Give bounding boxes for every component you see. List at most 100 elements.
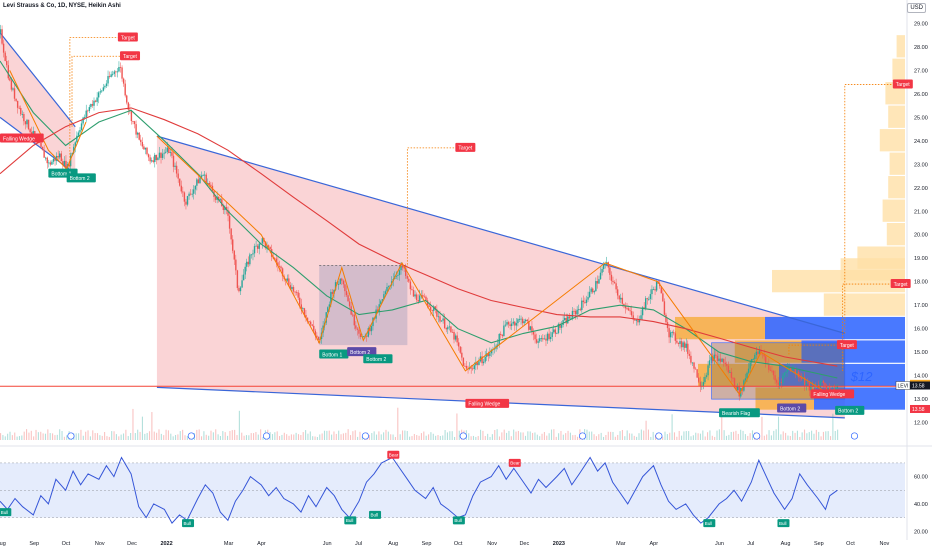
candle-body <box>592 288 594 293</box>
volume-bar <box>179 431 181 440</box>
candle-body <box>434 306 437 310</box>
volume-bar <box>333 431 335 440</box>
candle-body <box>405 268 407 276</box>
candle-body <box>525 319 527 322</box>
volume-bar <box>186 435 188 440</box>
currency-button[interactable]: USD <box>907 3 926 13</box>
candle-body <box>800 377 803 380</box>
candle-body <box>138 132 140 140</box>
candle-body <box>150 160 153 162</box>
pattern-label: Bottom 2 <box>66 173 96 183</box>
candle-body <box>705 375 708 377</box>
volume-profile-bar <box>888 105 905 128</box>
candle-body <box>113 71 115 74</box>
candle-body <box>44 157 47 159</box>
target-label-text: Target <box>894 282 909 288</box>
volume-bar <box>664 431 666 440</box>
candle-body <box>270 249 273 257</box>
candle-body <box>422 294 424 297</box>
time-tick-label: Oct <box>846 541 855 547</box>
candle-body <box>26 119 28 125</box>
volume-bar <box>92 430 94 440</box>
wedge-fill-2 <box>156 136 845 418</box>
candle-body <box>366 335 368 337</box>
candle-body <box>46 157 48 164</box>
pattern-label-text: Falling Wedge <box>468 402 500 408</box>
volume-bar <box>345 432 347 440</box>
candle-body <box>542 338 544 340</box>
candle-body <box>683 342 686 348</box>
candle-body <box>425 296 427 301</box>
candle-body <box>749 362 751 369</box>
volume-bar <box>740 429 742 440</box>
volume-bar <box>94 433 96 440</box>
volume-bar <box>229 430 231 440</box>
volume-bar <box>423 431 425 440</box>
candle-body <box>116 71 119 73</box>
candle-body <box>712 356 714 362</box>
candle-body <box>369 328 371 332</box>
candle-body <box>528 321 530 330</box>
volume-bar <box>437 435 439 440</box>
volume-bar <box>286 434 288 440</box>
volume-bar <box>491 434 493 440</box>
volume-bar <box>18 436 21 440</box>
candle-body <box>799 377 801 378</box>
candle-body <box>406 275 408 279</box>
volume-bar <box>768 430 770 440</box>
volume-bar <box>761 416 763 440</box>
volume-bar <box>751 430 754 440</box>
wedge-upper-line-2 <box>156 135 845 334</box>
candle-body <box>85 110 87 118</box>
candle-body <box>403 267 405 269</box>
volume-bar <box>777 416 780 440</box>
time-tick-label: Oct <box>454 541 463 547</box>
candle-body <box>512 321 514 324</box>
volume-bar <box>331 434 333 440</box>
price-tick-label: 14.00 <box>914 374 928 380</box>
candle-body <box>668 328 670 338</box>
volume-bar <box>340 434 342 440</box>
candle-body <box>291 286 293 290</box>
earnings-marker <box>187 432 195 440</box>
volume-bar <box>676 436 678 440</box>
candle-body <box>267 245 270 247</box>
candle-body <box>529 326 532 330</box>
rsi-signal: Bull <box>0 508 12 517</box>
pattern-label: Bottom 2 <box>363 354 393 364</box>
candle-body <box>286 278 288 281</box>
candle-body <box>660 286 663 294</box>
volume-bar <box>184 435 186 440</box>
volume-bar <box>342 433 344 440</box>
candle-body <box>473 365 475 369</box>
candle-body <box>367 328 370 337</box>
candle-body <box>746 372 748 379</box>
candle-body <box>386 287 388 292</box>
candle-body <box>769 369 772 371</box>
volume-bar <box>730 431 732 440</box>
pattern-label-box <box>835 405 865 415</box>
volume-bar <box>253 433 255 440</box>
volume-bar <box>26 429 28 440</box>
candle-body <box>521 318 524 324</box>
volume-bar <box>780 434 782 440</box>
volume-bar <box>49 433 51 440</box>
time-tick-label: Sep <box>29 541 39 547</box>
volume-bar <box>541 433 543 440</box>
candle-body <box>680 341 683 348</box>
volume-bar <box>401 430 404 440</box>
volume-bar <box>477 436 479 440</box>
price-tick-label: 13.00 <box>914 397 928 403</box>
time-tick-label: Jul <box>355 541 362 547</box>
volume-bar <box>352 431 354 440</box>
volume-bar <box>290 434 292 440</box>
earnings-marker <box>655 432 663 440</box>
volume-bar <box>702 430 704 440</box>
candle-body <box>526 319 528 322</box>
volume-bar <box>628 433 631 440</box>
candle-body <box>200 175 203 178</box>
candle-body <box>581 300 583 311</box>
volume-bar <box>643 430 645 440</box>
